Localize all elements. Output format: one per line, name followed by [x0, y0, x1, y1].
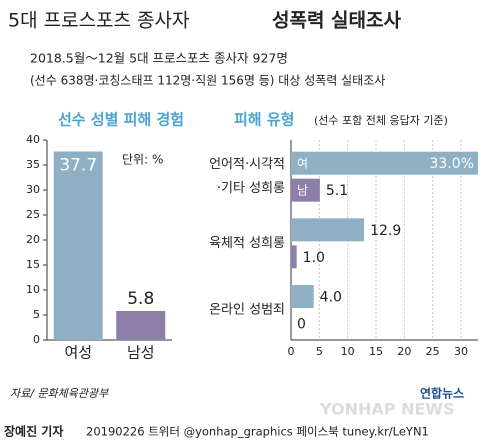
bar: [53, 151, 103, 340]
x-tick-label: 10: [341, 345, 355, 358]
x-tick-label: 남성: [127, 344, 155, 362]
value-label: 37.7: [59, 156, 97, 176]
title-highlight: 성폭력 실태조사: [272, 10, 401, 32]
x-tick-label: 0: [288, 345, 295, 358]
y-tick-label: 25: [26, 208, 40, 221]
x-tick-label: 여성: [64, 344, 92, 362]
bar: [291, 178, 320, 202]
chart-title: 선수 성별 피해 경험: [58, 111, 184, 129]
reporter: 장예진 기자: [4, 424, 63, 439]
logo: 연합뉴스: [420, 386, 464, 401]
category-label: ·기타 성희롱: [217, 181, 285, 196]
legend-label: 남: [297, 184, 308, 198]
bar: [291, 151, 478, 175]
unit-label: 단위: %: [122, 153, 163, 167]
y-tick-label: 0: [33, 333, 40, 346]
x-tick-label: 15: [369, 345, 383, 358]
x-tick-label: 20: [397, 345, 411, 358]
bar: [291, 245, 297, 269]
subtitle: 2018.5월～12월 5대 프로스포츠 종사자 927명: [30, 51, 288, 66]
category-label: 온라인 성범죄: [209, 303, 285, 318]
y-tick-label: 40: [26, 133, 40, 146]
legend-label: 여: [297, 157, 308, 171]
value-label: 5.1: [326, 183, 348, 199]
category-label: 언어적·시각적: [209, 157, 285, 172]
y-tick-label: 10: [26, 283, 40, 296]
bar: [291, 218, 365, 242]
y-tick-label: 20: [26, 233, 40, 246]
y-tick-label: 35: [26, 158, 40, 171]
y-tick-label: 30: [26, 183, 40, 196]
y-tick-label: 15: [26, 258, 40, 271]
credit: 20190226 트위터 @yonhap_graphics 페이스북 tuney…: [86, 425, 429, 439]
value-label: 4.0: [320, 290, 342, 306]
category-label: 육체적 성희롱: [209, 236, 285, 251]
y-tick-label: 5: [33, 308, 40, 321]
bar: [291, 285, 314, 308]
subtitle: (선수 638명·코칭스태프 112명·직원 156명 등) 대상 성폭력 실태…: [30, 74, 385, 88]
value-label: 0: [297, 317, 306, 333]
x-tick-label: 5: [316, 345, 323, 358]
x-tick-label: 25: [426, 345, 440, 358]
chart-title: 피해 유형: [234, 111, 294, 129]
value-label: 33.0%: [430, 156, 474, 172]
value-label: 1.0: [303, 250, 325, 266]
value-label: 5.8: [127, 289, 154, 309]
bar: [116, 311, 166, 340]
source: 자료/ 문화체육관광부: [10, 387, 109, 400]
title: 5대 프로스포츠 종사자: [8, 10, 190, 32]
chart-subtitle: (선수 포함 전체 응답자 기준): [314, 114, 448, 127]
x-tick-label: 30: [454, 345, 468, 358]
watermark: YONHAP NEWS: [319, 400, 455, 419]
value-label: 12.9: [370, 223, 401, 239]
